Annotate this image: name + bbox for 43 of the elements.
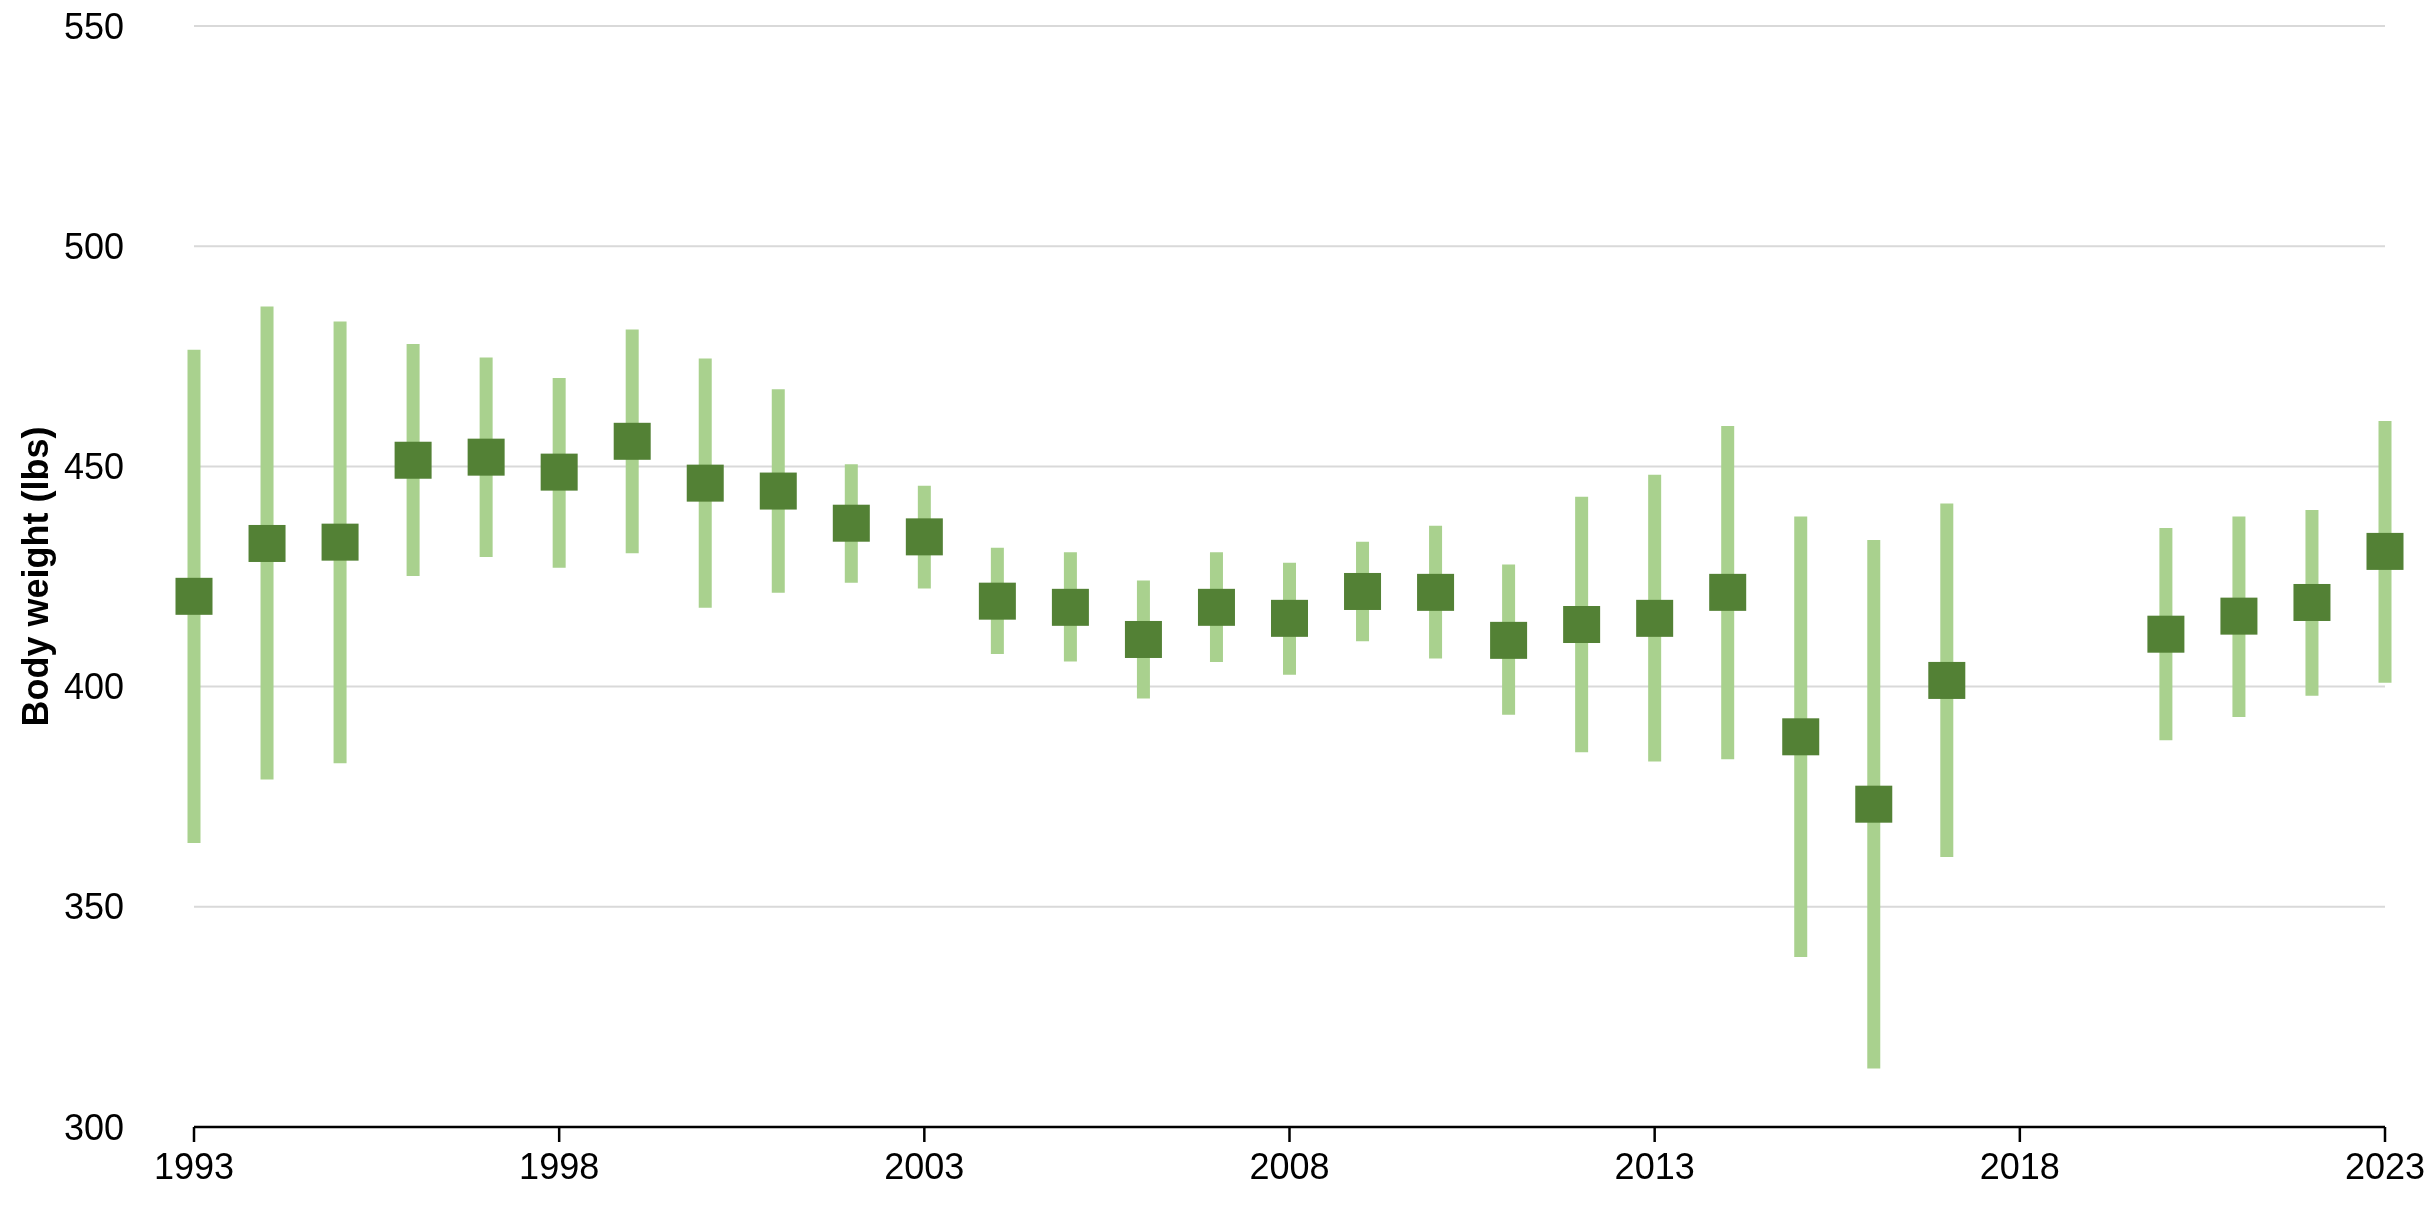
y-tick-label: 300 [63, 1106, 124, 1148]
point [394, 441, 432, 479]
point [1563, 606, 1601, 643]
point [540, 453, 578, 491]
point [1344, 572, 1382, 610]
point [978, 582, 1016, 620]
point [1709, 573, 1747, 611]
point [1197, 588, 1235, 626]
point [175, 577, 213, 615]
y-tick-label: 350 [63, 886, 124, 928]
point [1051, 588, 1089, 626]
y-tick-label: 450 [63, 446, 124, 487]
point [467, 438, 505, 476]
point [1417, 573, 1455, 611]
point [2220, 597, 2258, 635]
point [1636, 599, 1674, 637]
point [1124, 620, 1162, 658]
point [759, 472, 797, 510]
point [832, 504, 870, 542]
x-tick-label: 1993 [153, 1146, 235, 1187]
point [686, 464, 724, 502]
y-axis-title: Body weight (lbs) [15, 426, 56, 727]
y-tick-label: 400 [63, 666, 124, 708]
x-tick-label: 2023 [2344, 1146, 2426, 1187]
x-tick-label: 2003 [884, 1146, 965, 1187]
point [1271, 599, 1308, 637]
point [1855, 785, 1893, 823]
point [613, 422, 651, 460]
x-tick-label: 2013 [1614, 1146, 1695, 1187]
point [248, 524, 286, 562]
point [2147, 615, 2185, 653]
y-tick-label: 500 [63, 225, 124, 267]
point [2366, 532, 2404, 570]
point [1928, 661, 1966, 699]
point [2293, 583, 2331, 621]
y-tick-label: 550 [63, 5, 124, 47]
point [1490, 621, 1528, 659]
point [321, 523, 359, 561]
x-tick-label: 1998 [519, 1146, 600, 1187]
point [905, 518, 943, 556]
point [1782, 718, 1820, 756]
x-tick-label: 2018 [1979, 1146, 2060, 1187]
x-tick-label: 2008 [1249, 1146, 1330, 1187]
